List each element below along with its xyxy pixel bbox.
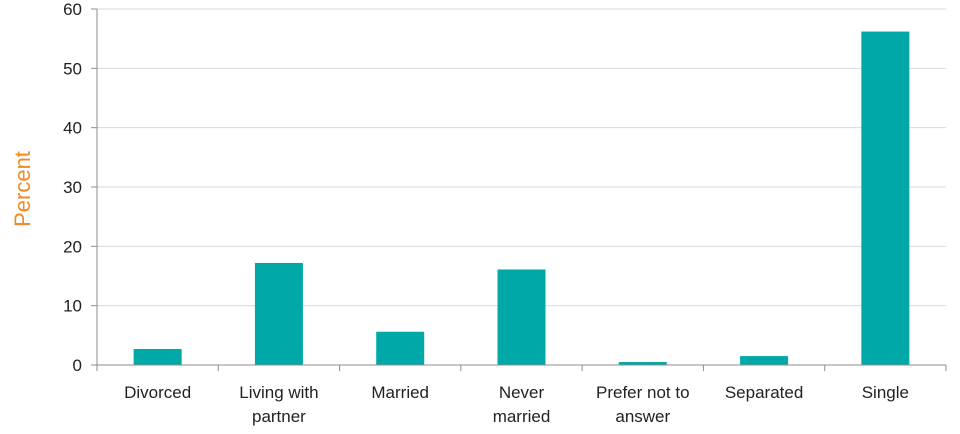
y-axis-label: Percent xyxy=(10,151,35,227)
y-tick-label: 30 xyxy=(63,178,82,197)
gridlines xyxy=(97,8,946,307)
y-tick-label: 0 xyxy=(73,356,82,375)
axes xyxy=(96,9,947,371)
x-category-label: Divorced xyxy=(124,383,191,402)
bar xyxy=(740,356,789,365)
bar xyxy=(618,362,667,365)
y-tick-label: 10 xyxy=(63,297,82,316)
bars xyxy=(133,31,910,366)
y-tick-label: 50 xyxy=(63,59,82,78)
bar xyxy=(254,262,303,365)
x-category-label: Never married xyxy=(493,383,551,426)
bar xyxy=(497,269,546,365)
y-tick-label: 40 xyxy=(63,119,82,138)
x-category-label: Prefer not to answer xyxy=(596,383,690,426)
x-category-label: Living with partner xyxy=(239,383,318,426)
bar xyxy=(133,348,182,365)
y-tick-label: 20 xyxy=(63,237,82,256)
bar xyxy=(861,31,910,366)
x-axis-categories: Divorced Living with partner Married Never ma… xyxy=(124,383,909,426)
y-tick-label: 60 xyxy=(63,0,82,19)
bar xyxy=(376,331,425,365)
x-category-label: Single xyxy=(862,383,909,402)
y-axis-ticks: 0 10 20 30 40 50 60 xyxy=(63,0,97,375)
x-category-label: Separated xyxy=(725,383,803,402)
x-category-label: Married xyxy=(371,383,429,402)
